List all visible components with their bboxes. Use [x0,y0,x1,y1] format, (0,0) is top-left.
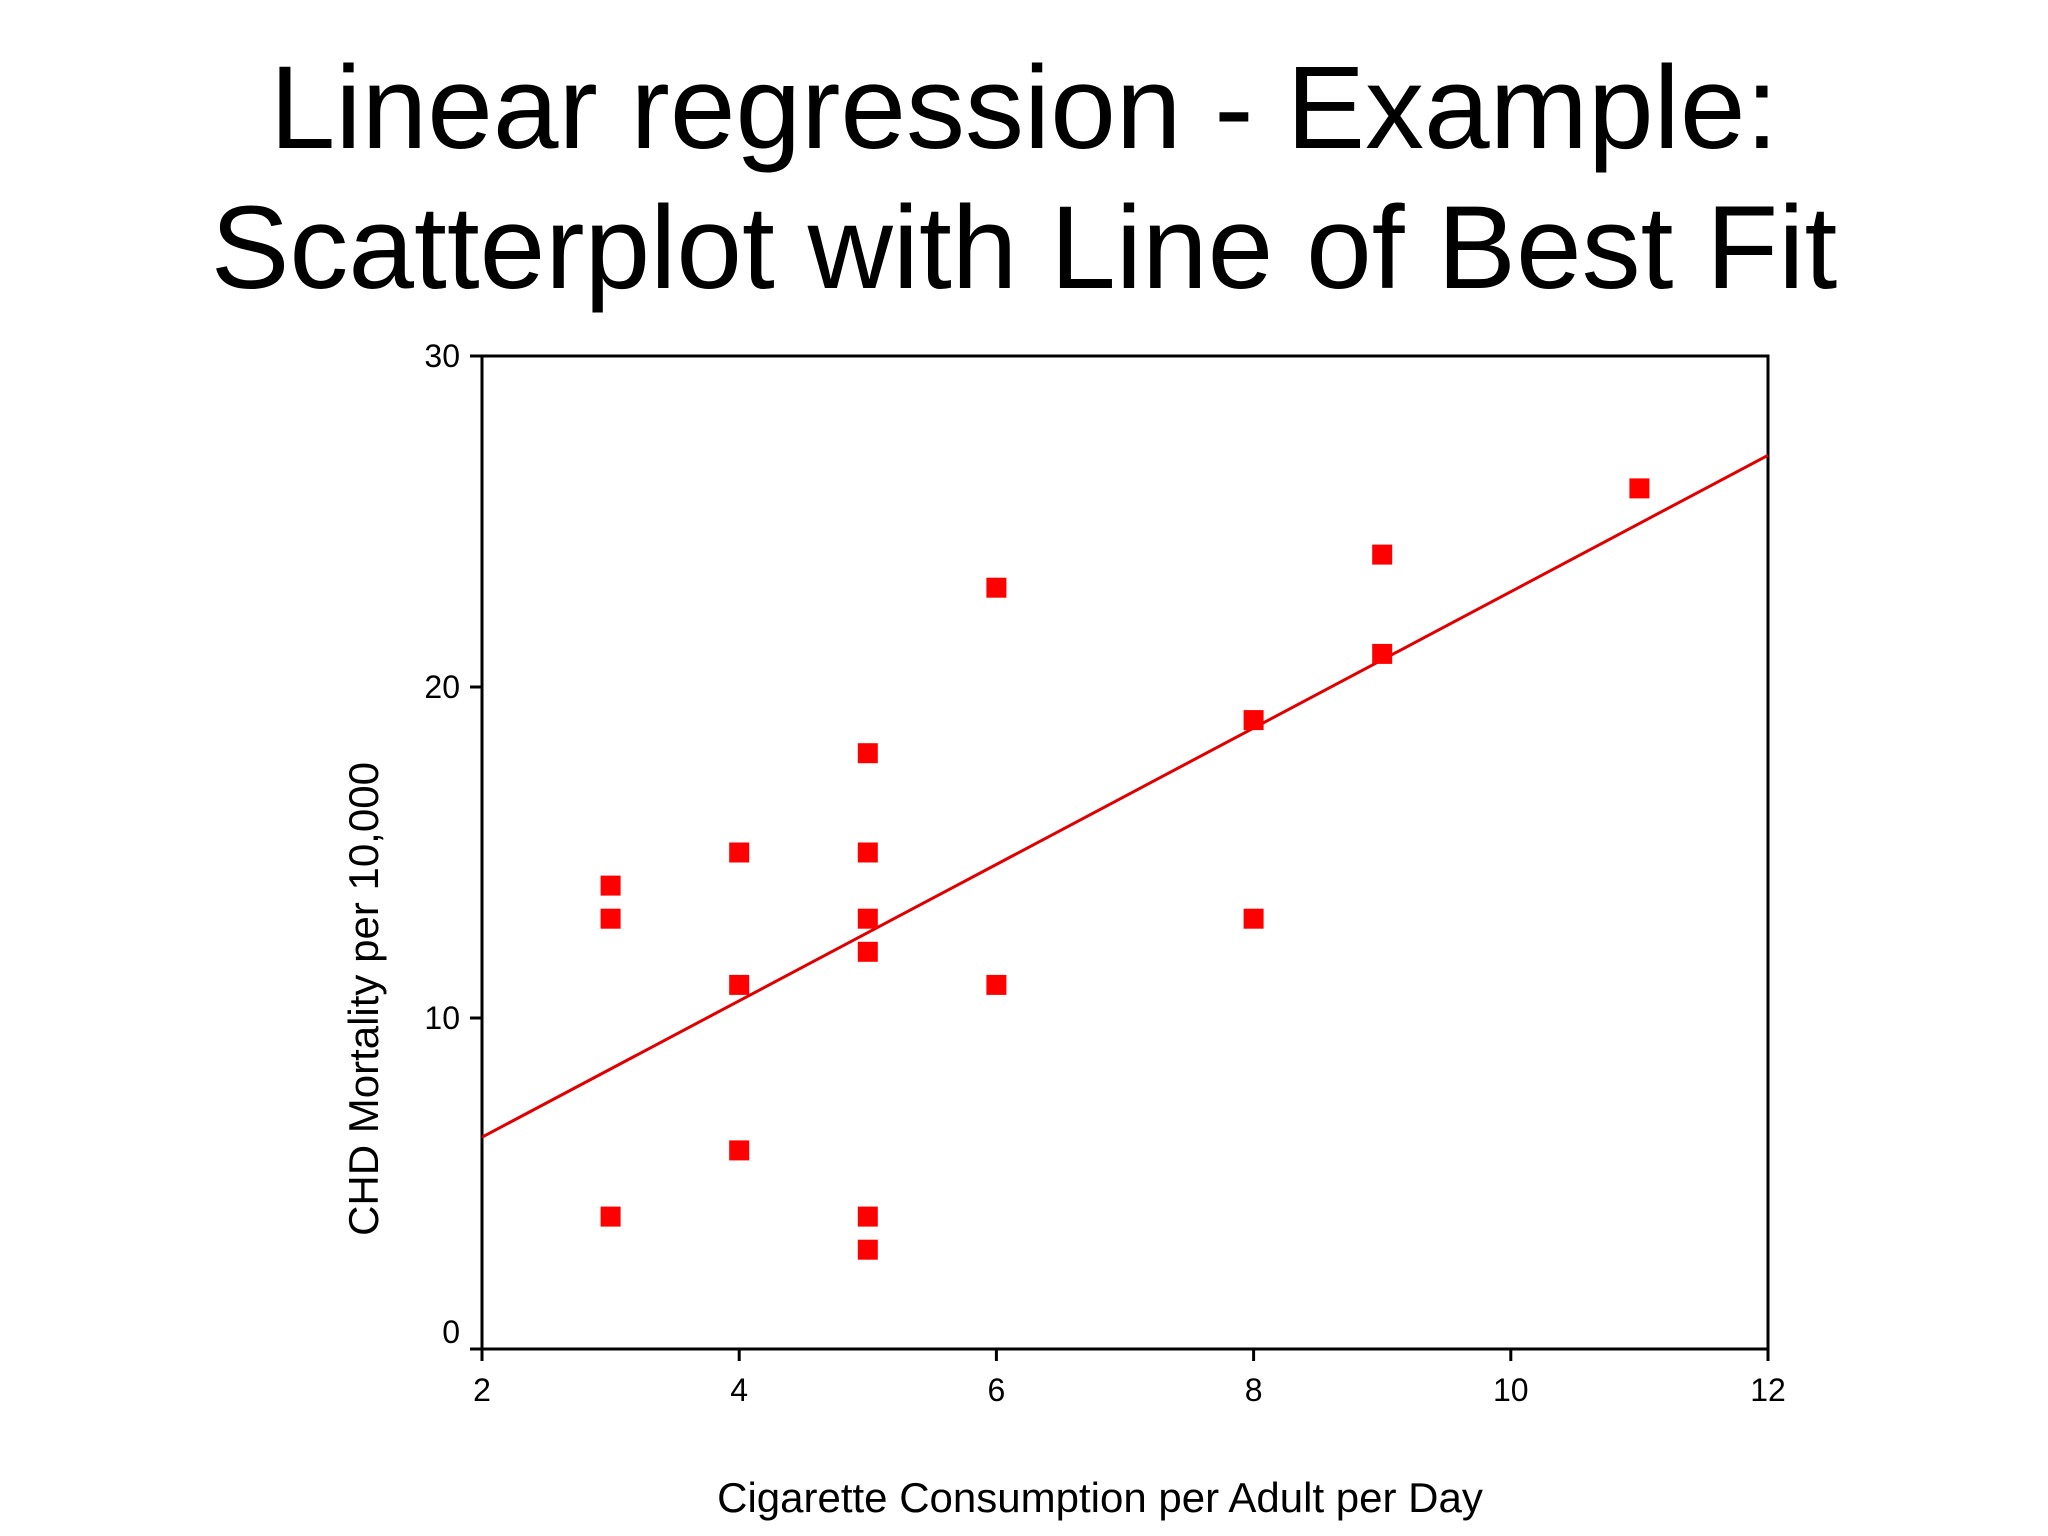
plot-frame [480,354,1770,1351]
fit-line [481,453,1769,1139]
x-tick-label: 12 [1750,1372,1786,1408]
data-point [729,974,750,995]
x-tick-label: 6 [988,1372,1006,1408]
x-axis: 2 4 6 8 10 12 [473,1349,1786,1408]
data-point [600,875,621,896]
y-axis: 0 10 20 30 [424,338,482,1351]
x-tick-label: 4 [730,1372,748,1408]
data-point [729,1140,750,1161]
data-point [1629,478,1650,499]
data-points [600,478,1650,1260]
y-tick-label: 10 [424,1000,460,1036]
slide-title-line-1: Linear regression - Example: [269,42,1779,174]
data-point [1243,908,1264,929]
x-axis-title: Cigarette Consumption per Adult per Day [717,1474,1483,1521]
data-point [1243,710,1264,731]
y-tick-label: 30 [424,338,460,374]
slide-title-line-2: Scatterplot with Line of Best Fit [210,182,1838,314]
slide-title: Linear regression - Example: Scatterplot… [0,38,2048,318]
data-point [986,577,1007,598]
data-point [857,842,878,863]
data-point [857,1206,878,1227]
plot-area [480,354,1770,1351]
data-point [600,908,621,929]
data-point [729,842,750,863]
x-tick-label: 10 [1493,1372,1529,1408]
data-point [857,1239,878,1260]
data-point [1372,544,1393,565]
data-point [1372,643,1393,664]
data-point [857,941,878,962]
x-tick-label: 2 [473,1372,491,1408]
y-axis-title: CHD Mortality per 10,000 [340,762,387,1236]
data-point [986,974,1007,995]
data-point [600,1206,621,1227]
data-point [857,908,878,929]
y-tick-label: 20 [424,669,460,705]
fit-line-group [481,453,1769,1139]
x-tick-label: 8 [1245,1372,1263,1408]
y-tick-label: 0 [442,1314,460,1350]
data-point [857,743,878,764]
